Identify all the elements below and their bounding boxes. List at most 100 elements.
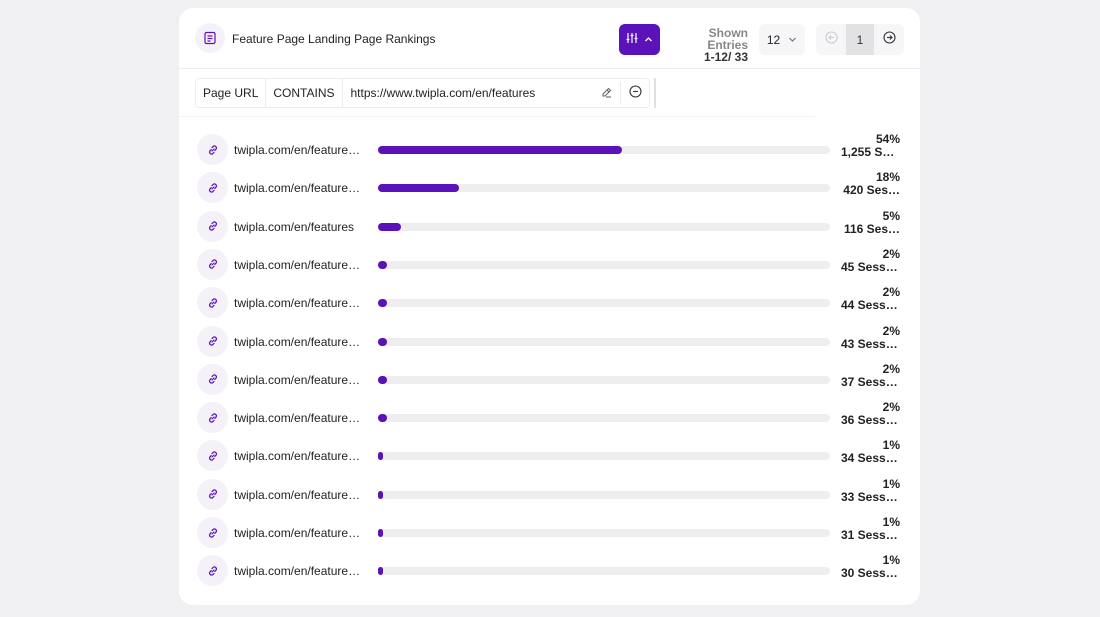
card-title: Feature Page Landing Page Rankings (232, 32, 436, 46)
link-icon[interactable] (197, 363, 228, 395)
row-url[interactable]: twipla.com/en/features/… (234, 449, 361, 464)
row-url[interactable]: twipla.com/en/features/… (234, 526, 361, 540)
per-page-select[interactable]: 12 (759, 24, 805, 55)
link-icon[interactable] (197, 478, 228, 510)
minus-circle-icon (628, 85, 642, 101)
row-stats: 2% 37 Sessi… (841, 363, 900, 389)
rankings-card: Feature Page Landing Page Rankings Shown… (179, 8, 920, 605)
row-percent: 1% (882, 477, 900, 491)
next-page-button[interactable] (874, 24, 904, 55)
row-sessions: 30 Sessi… (841, 567, 900, 581)
row-url[interactable]: twipla.com/en/features/… (234, 564, 361, 579)
arrow-right-circle-icon (882, 30, 896, 49)
share-bar-track (378, 260, 830, 269)
link-icon[interactable] (197, 402, 228, 434)
list-item[interactable]: twipla.com/en/features/… 1% 30 Sessi… (179, 551, 920, 589)
link-icon[interactable] (197, 287, 228, 319)
pagination: 1 (816, 24, 904, 55)
row-sessions: 43 Sessi… (841, 337, 900, 351)
share-bar-fill (378, 299, 388, 308)
link-icon[interactable] (197, 555, 228, 587)
list-item[interactable]: twipla.com/en/features/… 2% 45 Sessi… (179, 245, 920, 283)
share-bar-track (378, 184, 830, 193)
row-percent: 2% (882, 286, 900, 300)
link-icon[interactable] (197, 325, 228, 357)
row-stats: 2% 45 Sessi… (841, 248, 900, 274)
report-icon (195, 23, 225, 53)
row-url[interactable]: twipla.com/en/features/… (234, 296, 361, 311)
row-url[interactable]: twipla.com/en/features/… (234, 334, 361, 349)
share-bar-track (378, 529, 830, 537)
share-bar-fill (378, 452, 383, 461)
link-icon[interactable] (197, 248, 228, 280)
row-url[interactable]: twipla.com/en/features/… (234, 181, 361, 196)
link-icon[interactable] (197, 210, 228, 242)
share-bar-fill (378, 260, 388, 269)
row-percent: 2% (882, 401, 900, 415)
filter-underline (179, 116, 815, 117)
remove-filter-button[interactable] (621, 79, 649, 107)
share-bar-track (378, 414, 830, 423)
chevron-down-icon (788, 33, 797, 47)
list-item[interactable]: twipla.com/en/features/… 1% 31 Sessi… (179, 513, 920, 551)
row-sessions: 37 Sessi… (841, 375, 900, 389)
row-percent: 2% (882, 362, 900, 376)
row-sessions: 116 Ses… (843, 222, 900, 236)
filter-field: Page URL (196, 79, 267, 107)
row-url[interactable]: twipla.com/en/features/… (234, 143, 361, 157)
row-stats: 1% 33 Sessi… (841, 478, 900, 504)
share-bar-fill (378, 490, 383, 499)
row-stats: 2% 44 Sessi… (841, 286, 900, 312)
shown-entries-value: 1-12/ 33 (703, 50, 748, 64)
link-icon[interactable] (197, 134, 228, 165)
list-item[interactable]: twipla.com/en/features/… 18% 420 Ses… (179, 168, 920, 206)
link-icon[interactable] (197, 440, 228, 472)
row-sessions: 34 Sessi… (841, 452, 900, 466)
prev-page-button[interactable] (816, 24, 846, 55)
row-percent: 1% (882, 439, 900, 453)
share-bar-fill (378, 414, 388, 423)
list-item[interactable]: twipla.com/en/features/… 1% 33 Sessi… (179, 475, 920, 513)
share-bar-fill (378, 184, 460, 193)
list-item[interactable]: twipla.com/en/features/… 2% 36 Sessi… (179, 398, 920, 436)
list-item[interactable]: twipla.com/en/features/… 54%1,255 Ses… (179, 130, 920, 168)
list-item[interactable]: twipla.com/en/features/… 2% 44 Sessi… (179, 283, 920, 321)
shown-entries-label: Shown Entries (707, 26, 748, 52)
row-percent: 54% (875, 133, 900, 146)
row-stats: 18% 420 Ses… (841, 171, 900, 197)
row-url[interactable]: twipla.com/en/features/… (234, 487, 361, 502)
row-percent: 18% (875, 171, 900, 185)
list-item[interactable]: twipla.com/en/features/… 2% 43 Sessi… (179, 322, 920, 360)
share-bar-track (378, 299, 830, 308)
row-stats: 2% 43 Sessi… (841, 325, 900, 351)
share-bar-fill (378, 529, 383, 537)
row-sessions: 36 Sessi… (841, 414, 900, 428)
share-bar-fill (378, 567, 383, 576)
row-url[interactable]: twipla.com/en/features/… (234, 372, 361, 387)
filter-toggle-button[interactable] (619, 24, 660, 55)
list-item[interactable]: twipla.com/en/features 5% 116 Ses… (179, 207, 920, 245)
edit-filter-button[interactable] (592, 79, 620, 107)
share-bar-fill (378, 375, 388, 384)
link-icon[interactable] (197, 517, 228, 548)
filter-operator: CONTAINS (266, 79, 343, 107)
filter-divider (654, 78, 656, 108)
eraser-icon (600, 85, 613, 101)
row-stats: 54%1,255 Ses… (841, 133, 900, 159)
list-item[interactable]: twipla.com/en/features/… 1% 34 Sessi… (179, 436, 920, 474)
row-url[interactable]: twipla.com/en/features (234, 219, 355, 234)
row-sessions: 44 Sessi… (841, 299, 900, 313)
row-sessions: 1,255 Ses… (841, 146, 900, 159)
filter-chip[interactable]: Page URL CONTAINS https://www.twipla.com… (195, 78, 650, 108)
chevron-up-icon (644, 31, 653, 49)
row-stats: 5% 116 Ses… (841, 210, 900, 236)
row-sessions: 420 Ses… (843, 184, 900, 198)
share-bar-fill (378, 222, 401, 231)
row-url[interactable]: twipla.com/en/features/… (234, 411, 361, 426)
link-icon[interactable] (197, 172, 228, 204)
row-url[interactable]: twipla.com/en/features/… (234, 257, 361, 272)
header-divider (179, 68, 920, 69)
current-page[interactable]: 1 (846, 24, 874, 55)
share-bar-track (378, 567, 830, 576)
list-item[interactable]: twipla.com/en/features/… 2% 37 Sessi… (179, 360, 920, 398)
